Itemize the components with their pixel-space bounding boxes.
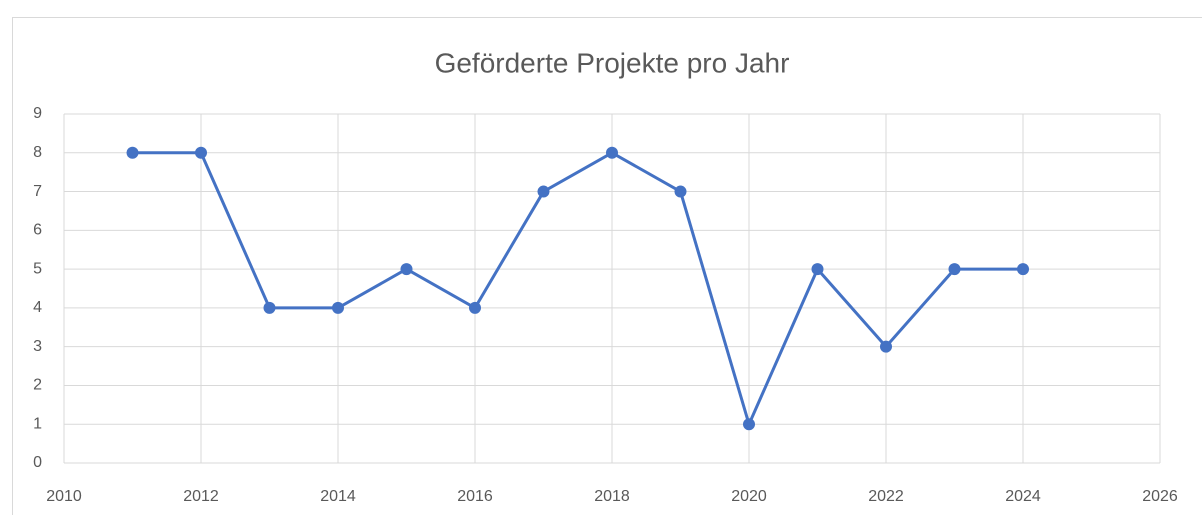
data-point xyxy=(332,301,344,314)
data-point xyxy=(674,185,687,198)
y-tick-label: 0 xyxy=(33,454,42,471)
y-tick-label: 9 xyxy=(33,105,42,122)
x-tick-label: 2012 xyxy=(183,488,219,505)
y-tick-label: 7 xyxy=(33,183,42,200)
y-tick-label: 1 xyxy=(33,415,42,432)
y-tick-label: 6 xyxy=(33,222,42,239)
x-tick-label: 2020 xyxy=(731,488,767,505)
x-tick-label: 2026 xyxy=(1142,488,1178,505)
y-tick-label: 5 xyxy=(33,260,42,277)
data-point xyxy=(126,146,139,159)
line-series xyxy=(132,151,1023,426)
data-point xyxy=(400,263,413,276)
y-tick-label: 3 xyxy=(33,338,42,355)
data-point xyxy=(948,263,961,276)
y-tick-label: 4 xyxy=(33,299,42,316)
x-tick-label: 2022 xyxy=(868,488,904,505)
x-tick-label: 2014 xyxy=(320,488,356,505)
x-tick-label: 2024 xyxy=(1005,488,1041,505)
y-tick-label: 2 xyxy=(33,377,42,394)
chart-title: Geförderte Projekte pro Jahr xyxy=(435,47,790,78)
data-point xyxy=(263,301,276,314)
x-tick-label: 2018 xyxy=(594,488,630,505)
data-point xyxy=(537,185,550,198)
data-point xyxy=(880,340,892,353)
data-point xyxy=(743,418,755,431)
x-tick-label: 2016 xyxy=(457,488,493,505)
data-point xyxy=(469,301,481,314)
chart-frame xyxy=(12,17,1202,515)
data-point xyxy=(1017,263,1029,276)
x-tick-label: 2010 xyxy=(46,488,82,505)
data-point xyxy=(195,146,207,159)
y-tick-label: 8 xyxy=(33,144,42,161)
data-point xyxy=(606,146,618,159)
data-point xyxy=(811,263,824,276)
